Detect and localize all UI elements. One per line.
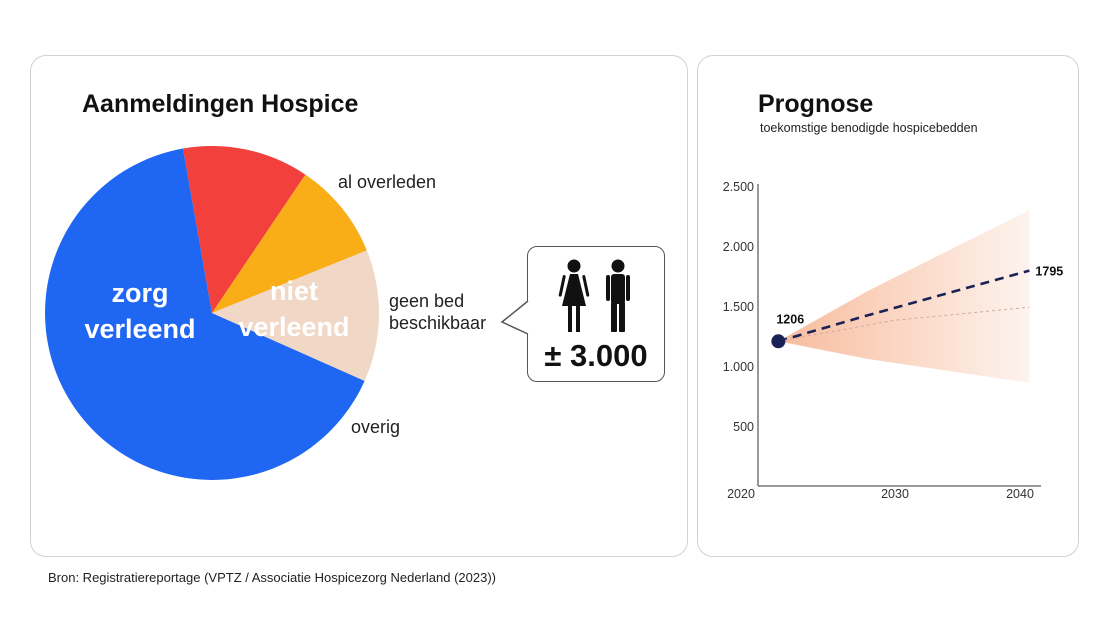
x-tick-label: 2040 <box>1006 487 1034 501</box>
pie-label: verleend <box>84 314 195 344</box>
y-tick-label: 2.000 <box>723 240 754 254</box>
pie-slice <box>183 145 306 313</box>
y-tick-label: 1.000 <box>723 360 754 374</box>
start-point <box>771 334 786 349</box>
pie-slice <box>212 174 367 313</box>
x-tick-label: 2020 <box>727 487 755 501</box>
y-tick-label: 500 <box>733 420 754 434</box>
pie-label: al overleden <box>338 172 436 192</box>
projection-line <box>778 269 1030 343</box>
callout-value: ± 3.000 <box>544 338 648 373</box>
source-note: Bron: Registratiereportage (VPTZ / Assoc… <box>48 570 496 585</box>
pie-annotation: beschikbaar <box>389 313 486 333</box>
callout-pointer <box>500 300 529 335</box>
prognosis-subtitle: toekomstige benodigde hospicebedden <box>760 121 978 135</box>
y-tick-label: 1.500 <box>723 300 754 314</box>
uncertainty-band <box>778 210 1030 383</box>
end-value-label: 1795 <box>1035 265 1063 279</box>
pie-slice <box>212 250 380 381</box>
woman-man-icon <box>558 259 630 332</box>
pie-label: niet <box>270 276 318 306</box>
start-value-label: 1206 <box>776 312 804 326</box>
y-tick-label: 2.500 <box>723 180 754 194</box>
pie-chart-title: Aanmeldingen Hospice <box>82 90 359 118</box>
pie-label: overig <box>351 417 400 437</box>
pie-label: verleend <box>238 312 349 342</box>
pie-annotation: geen bed <box>389 291 464 311</box>
callout-box: ± 3.000 <box>527 246 665 382</box>
pie-label: zorg <box>112 278 169 308</box>
x-tick-label: 2030 <box>881 487 909 501</box>
pie-slice <box>45 148 365 480</box>
prognosis-title: Prognose <box>758 90 874 118</box>
